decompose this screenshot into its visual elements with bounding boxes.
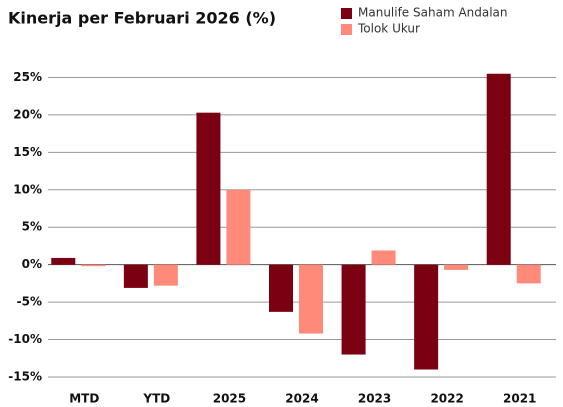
x-tick-label: YTD [142, 392, 170, 406]
x-tick-label: MTD [69, 392, 99, 406]
y-tick-label: 5% [22, 220, 42, 234]
bar [226, 189, 251, 265]
bar [123, 264, 148, 288]
y-tick-label: 10% [13, 182, 42, 196]
legend-swatch [341, 8, 352, 19]
x-tick-label: 2022 [430, 392, 463, 406]
x-tick-label: 2021 [503, 392, 536, 406]
bar [341, 264, 366, 355]
x-tick-label: 2025 [213, 392, 246, 406]
y-tick-label: 0% [22, 257, 42, 271]
x-tick-label: 2023 [358, 392, 391, 406]
bar [269, 264, 293, 312]
bar [51, 257, 76, 265]
bar [414, 264, 439, 370]
bar [486, 73, 511, 265]
y-tick-label: 20% [13, 107, 42, 121]
x-tick-label: 2024 [285, 392, 318, 406]
legend-label: Tolok Ukur [357, 22, 420, 36]
y-tick-label: 15% [13, 145, 42, 159]
y-tick-label: -10% [8, 332, 42, 346]
bar [153, 264, 178, 286]
bar [299, 264, 323, 334]
bar [371, 250, 396, 265]
chart-title: Kinerja per Februari 2026 (%) [8, 9, 276, 28]
bar [444, 264, 469, 270]
y-tick-label: 25% [13, 70, 42, 84]
bar [196, 112, 221, 265]
legend-swatch [341, 24, 352, 35]
y-tick-label: -15% [8, 370, 42, 384]
bar [81, 264, 106, 267]
bar [516, 264, 541, 284]
y-tick-label: -5% [17, 295, 42, 309]
legend-label: Manulife Saham Andalan [358, 6, 508, 20]
